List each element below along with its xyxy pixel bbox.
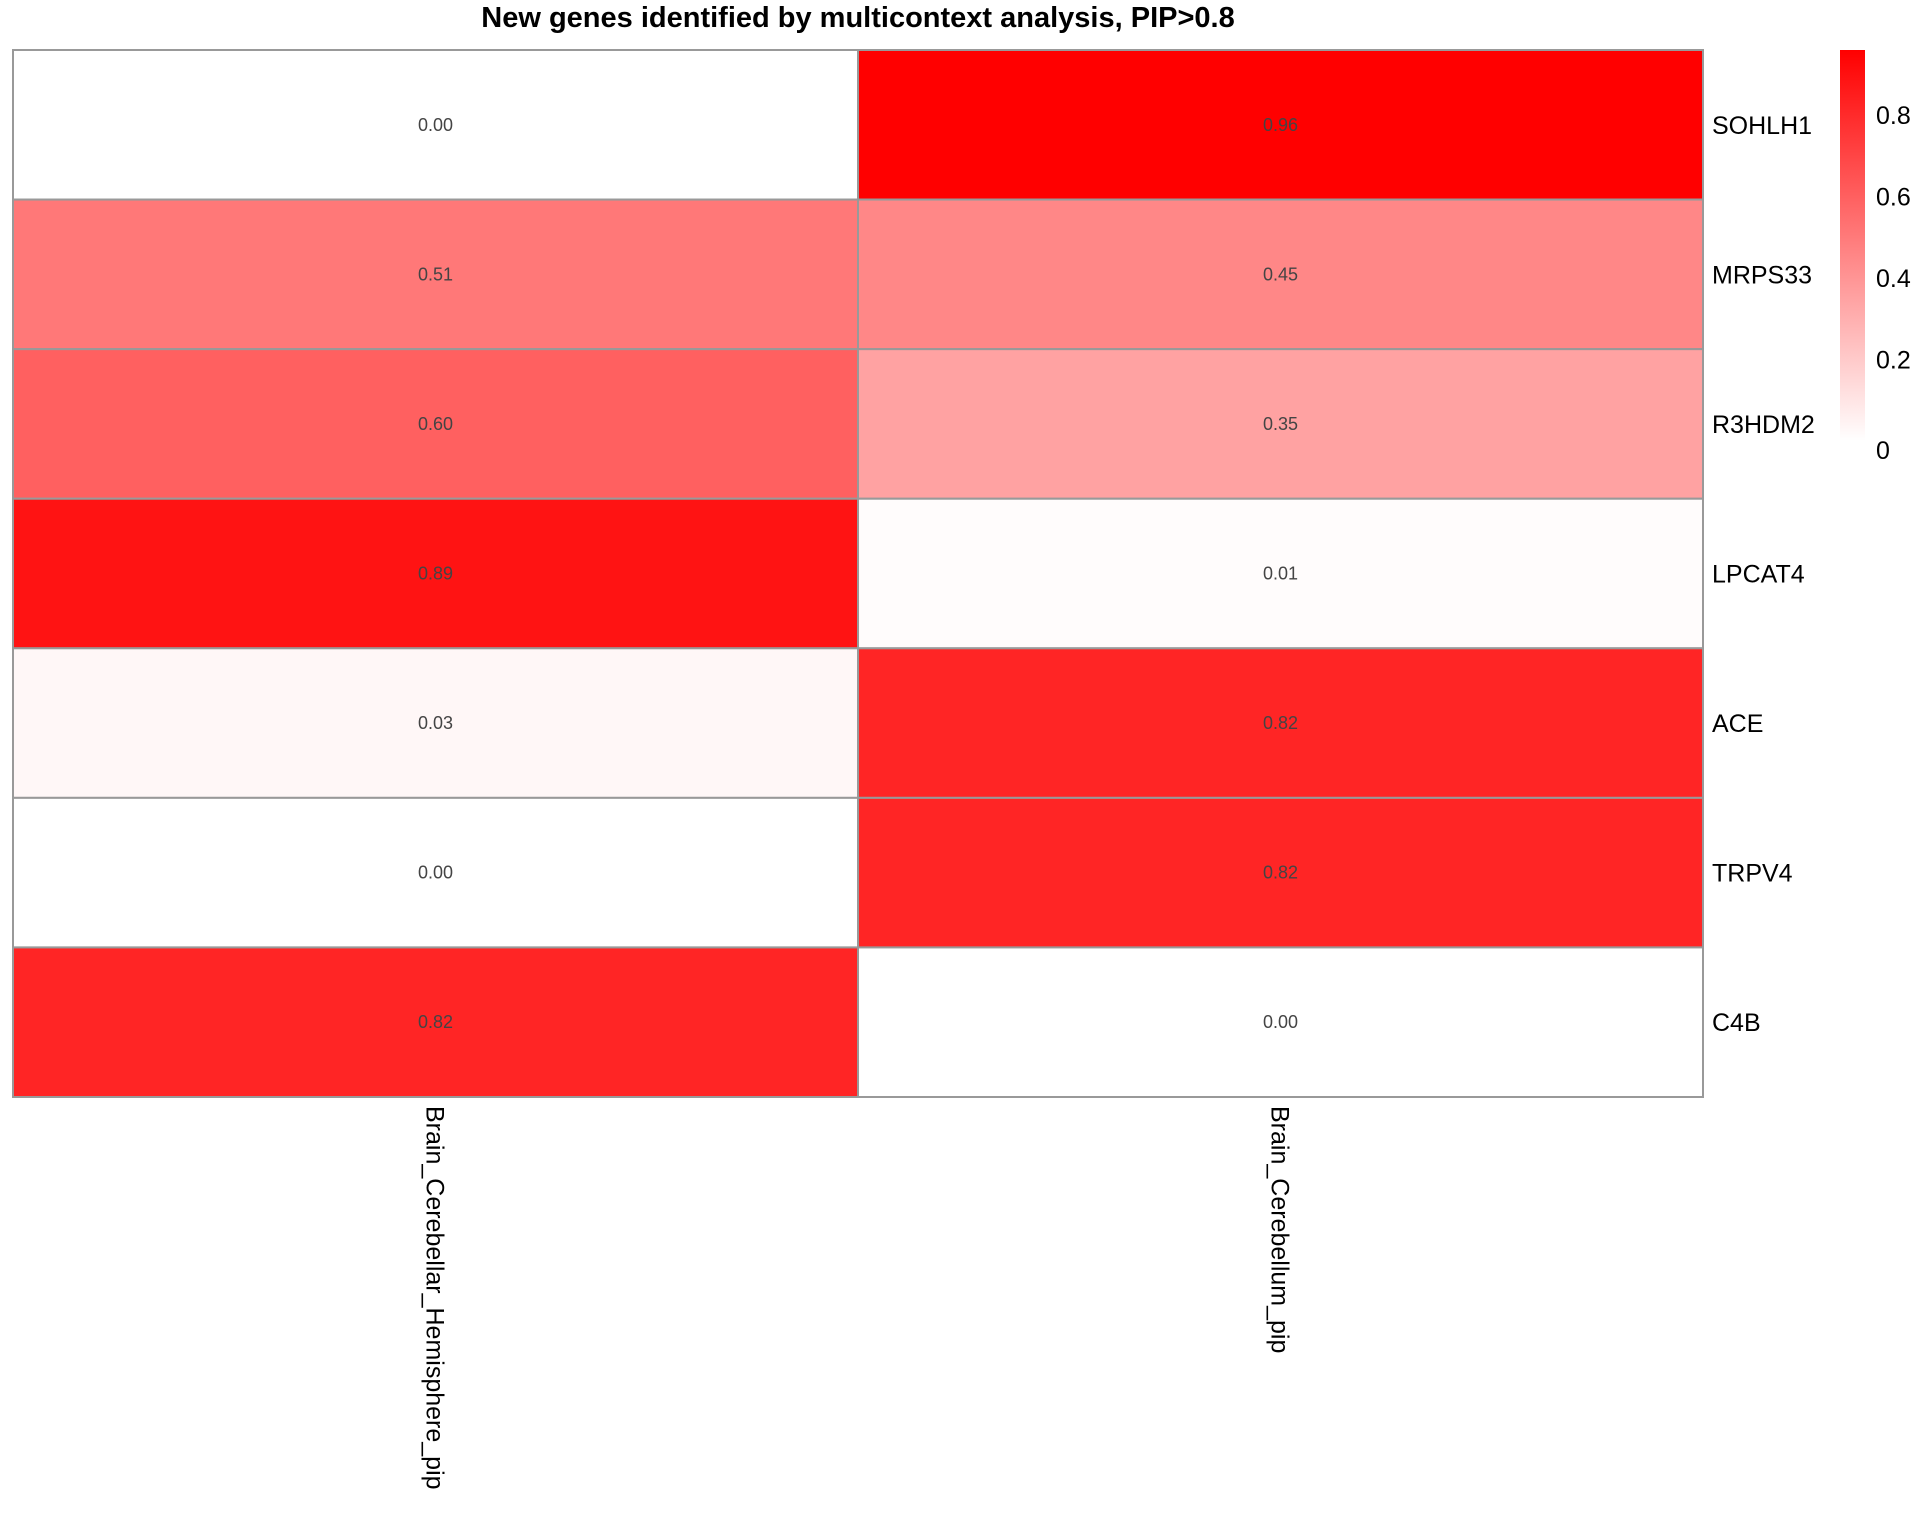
colorbar-tick-label: 0 bbox=[1876, 437, 1890, 465]
row-label: R3HDM2 bbox=[1712, 411, 1815, 439]
column-label: Brain_Cerebellum_pip bbox=[1266, 1106, 1294, 1353]
heatmap-cell bbox=[857, 796, 1704, 949]
cell-value-label: 0.00 bbox=[418, 863, 453, 883]
row-label: MRPS33 bbox=[1712, 261, 1812, 289]
chart-title: New genes identified by multicontext ana… bbox=[481, 2, 1235, 34]
heatmap-cell bbox=[857, 946, 1704, 1099]
cell-value-label: 0.82 bbox=[1263, 713, 1298, 733]
row-label: LPCAT4 bbox=[1712, 561, 1805, 589]
cell-value-label: 0.60 bbox=[418, 414, 453, 434]
heatmap-cell bbox=[12, 49, 859, 201]
cell-value-label: 0.03 bbox=[418, 713, 453, 733]
cell-value-label: 0.96 bbox=[1263, 115, 1298, 135]
cell-value-label: 0.45 bbox=[1263, 264, 1298, 284]
row-label: C4B bbox=[1712, 1009, 1761, 1037]
cell-value-label: 0.82 bbox=[1263, 863, 1298, 883]
cell-value-label: 0.01 bbox=[1263, 564, 1298, 584]
cell-value-label: 0.51 bbox=[418, 264, 453, 284]
colorbar-tick-label: 0.8 bbox=[1876, 102, 1911, 130]
row-label: SOHLH1 bbox=[1712, 112, 1812, 140]
cell-value-label: 0.00 bbox=[418, 115, 453, 135]
colorbar-tick-label: 0.2 bbox=[1876, 347, 1911, 375]
colorbar-tick-label: 0.6 bbox=[1876, 184, 1911, 212]
heatmap-cell bbox=[857, 49, 1704, 201]
cell-value-label: 0.89 bbox=[418, 564, 453, 584]
heatmap-cell bbox=[12, 647, 859, 799]
cell-value-label: 0.00 bbox=[1263, 1012, 1298, 1032]
colorbar bbox=[1840, 50, 1865, 441]
heatmap-cell bbox=[12, 198, 859, 351]
cell-value-label: 0.35 bbox=[1263, 414, 1298, 434]
column-label: Brain_Cerebellar_Hemisphere_pip bbox=[421, 1106, 449, 1490]
heatmap-cell bbox=[857, 198, 1704, 351]
heatmap-cell bbox=[12, 946, 859, 1099]
row-label: ACE bbox=[1712, 710, 1763, 738]
heatmap-cell bbox=[857, 647, 1704, 799]
cell-value-label: 0.82 bbox=[418, 1012, 453, 1032]
colorbar-tick-label: 0.4 bbox=[1876, 265, 1911, 293]
heatmap-cell bbox=[857, 497, 1704, 650]
row-label: TRPV4 bbox=[1712, 860, 1793, 888]
heatmap-cell bbox=[12, 497, 859, 650]
